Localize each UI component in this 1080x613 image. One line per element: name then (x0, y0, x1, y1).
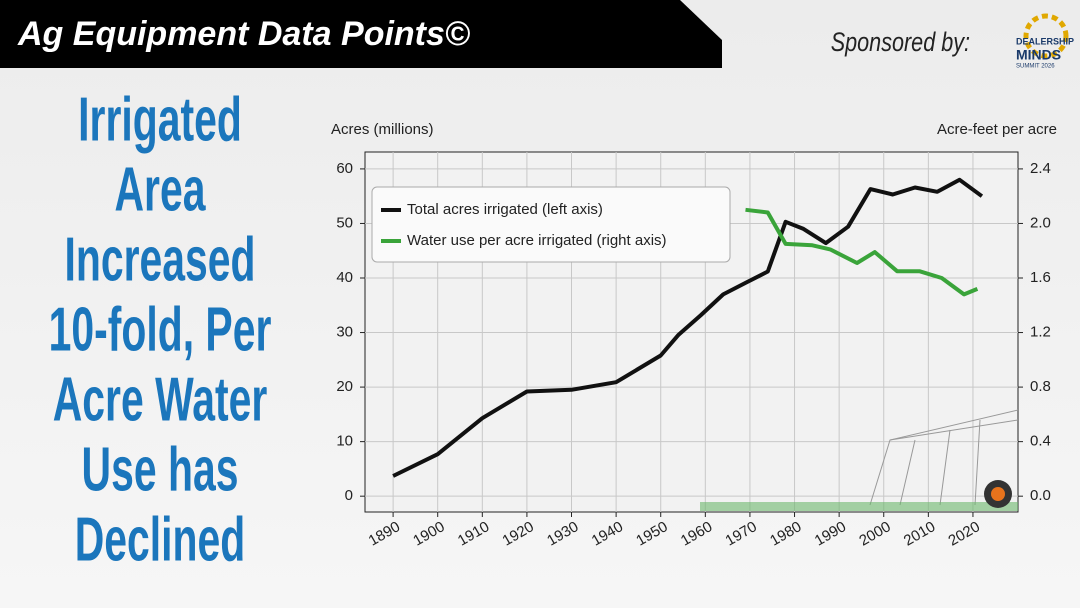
irrigation-illustration (700, 409, 1019, 511)
y-tick-label: 50 (336, 214, 353, 231)
y2-tick-label: 0.4 (1030, 433, 1051, 450)
headline-line: Increased (64, 225, 255, 295)
logo-text: SUMMIT 2026 (1016, 64, 1055, 70)
sponsor-logo: DEALERSHIP MINDS SUMMIT 2026 (1016, 13, 1074, 70)
headline-line: Acre Water (53, 365, 267, 435)
y-axis-label: Acres (millions) (331, 121, 434, 138)
sponsor-label: Sponsored by: (831, 28, 970, 58)
y2-tick-label: 1.2 (1030, 324, 1051, 341)
y2-tick-label: 1.6 (1030, 269, 1051, 286)
y-tick-label: 30 (336, 324, 353, 341)
legend-label: Total acres irrigated (left axis) (407, 201, 603, 218)
y-tick-label: 10 (336, 433, 353, 450)
y2-axis-label: Acre-feet per acre (937, 121, 1057, 138)
headline-line: 10-fold, Per (49, 295, 272, 365)
plot: 1890 1900 1910 1920 1930 1940 1950 1960 1970 1980… (331, 121, 1057, 550)
y-tick-label: 60 (336, 160, 353, 177)
y2-tick-label: 2.0 (1030, 214, 1051, 231)
pivot-arm (889, 419, 1019, 441)
y-tick-label: 0 (345, 487, 353, 504)
header-banner (0, 0, 722, 68)
headline-line: Irrigated (78, 85, 242, 155)
y-tick-label: 20 (336, 378, 353, 395)
legend-label: Water use per acre irrigated (right axis… (407, 232, 667, 249)
legend-box (371, 186, 731, 263)
y2-tick-label: 0.0 (1030, 487, 1051, 504)
logo-text: DEALERSHIP (1016, 36, 1074, 46)
header-title: Ag Equipment Data Points© (17, 15, 471, 53)
logo-text: MINDS (1016, 47, 1061, 63)
legend: Total acres irrigated (left axis) Water u… (371, 186, 731, 263)
pivot-leg (899, 419, 981, 506)
headline-line: Declined (75, 505, 246, 575)
y2-tick-label: 0.8 (1030, 378, 1051, 395)
grass (700, 502, 1018, 511)
y-tick-label: 40 (336, 269, 353, 286)
y2-tick-label: 2.4 (1030, 160, 1051, 177)
series-line (745, 207, 979, 297)
headline-line: Area (115, 155, 207, 225)
wheel-hub (991, 487, 1005, 501)
logo-gear (1023, 13, 1069, 59)
headline-line: Use has (82, 435, 239, 505)
series-line (392, 177, 984, 478)
